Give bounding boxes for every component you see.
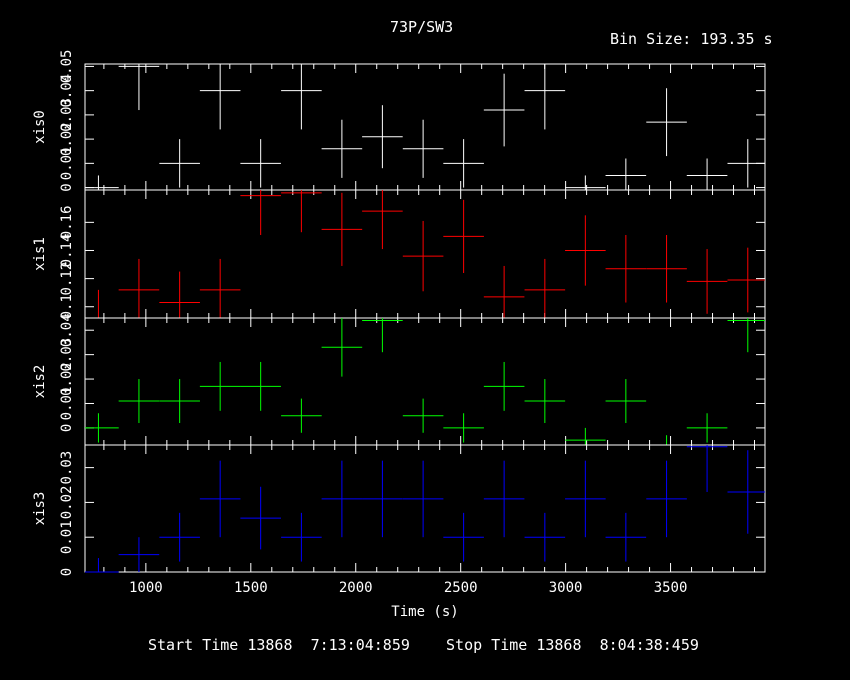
x-tick-label: 2500 [444,580,478,596]
footer-times: Start Time 13868 7:13:04:859 Stop Time 1… [148,636,699,654]
y-tick-label: 0.16 [59,205,75,239]
panel-label-xis3: xis3 [32,492,48,526]
bin-size-unit: s [763,30,773,48]
y-tick-label: 0.01 [59,146,75,180]
start-time-day: 13868 [247,636,293,654]
y-tick-label: 0 [59,424,75,432]
y-tick-label: 0.14 [59,234,75,268]
panel-frame-xis2 [84,317,766,446]
bin-size-label: Bin Size: [610,30,692,48]
y-tick-label: 0.01 [59,387,75,421]
y-tick-label: 0 [59,183,75,191]
y-tick-label: 0.03 [59,451,75,485]
panel-frame-xis3 [84,444,766,573]
y-tick-label: 0.02 [59,486,75,520]
x-tick-label: 1000 [129,580,163,596]
panel-label-xis0: xis0 [32,110,48,144]
panel-frame-xis0 [84,63,766,191]
y-tick-label: 0.01 [59,520,75,554]
y-tick-label: 0.04 [59,74,75,108]
y-tick-label: 0.12 [59,262,75,296]
x-tick-label: 2000 [339,580,373,596]
chart-title: 73P/SW3 [390,18,454,36]
y-tick-label: 0.02 [59,122,75,156]
y-tick-label: 0 [59,568,75,576]
bin-size-value: 193.35 [700,30,755,48]
y-tick-label: 0.02 [59,362,75,396]
x-tick-label: 3000 [549,580,583,596]
x-tick-label: 1500 [234,580,268,596]
y-tick-label: 0.05 [59,50,75,84]
stop-time-day: 13868 [536,636,582,654]
y-tick-label: 0.03 [59,338,75,372]
x-tick-label: 3500 [654,580,688,596]
bin-size: Bin Size: 193.35 s [610,30,773,48]
stop-time-value: 8:04:38:459 [599,636,699,654]
y-tick-label: 0.1 [59,294,75,319]
y-tick-label: 0.03 [59,98,75,132]
panel-label-xis2: xis2 [32,365,48,399]
stop-time-label: Stop Time [446,636,528,654]
start-time-value: 7:13:04:859 [310,636,410,654]
panel-frame-xis1 [84,189,766,319]
panel-label-xis1: xis1 [32,237,48,271]
y-tick-label: 0.04 [59,313,75,347]
x-axis-label: Time (s) [391,604,458,620]
start-time-label: Start Time [148,636,239,654]
